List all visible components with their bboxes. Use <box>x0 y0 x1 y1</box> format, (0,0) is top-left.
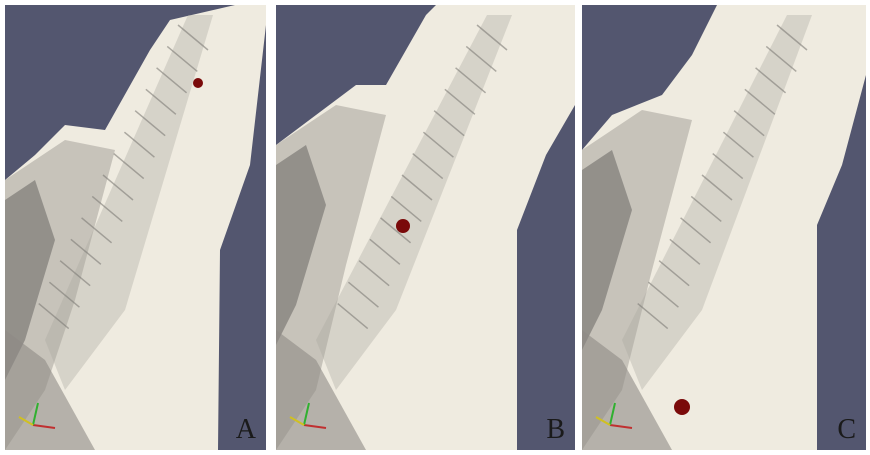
panel: A <box>5 5 266 450</box>
figure: A B C <box>0 0 870 455</box>
panel: B <box>276 5 575 450</box>
panel-label: B <box>546 414 565 445</box>
panel-label: C <box>837 414 856 445</box>
marker-dot <box>396 219 410 233</box>
panel-label: A <box>236 414 257 445</box>
marker-dot <box>193 78 203 88</box>
panel: C <box>582 5 866 450</box>
marker-dot <box>674 399 690 415</box>
